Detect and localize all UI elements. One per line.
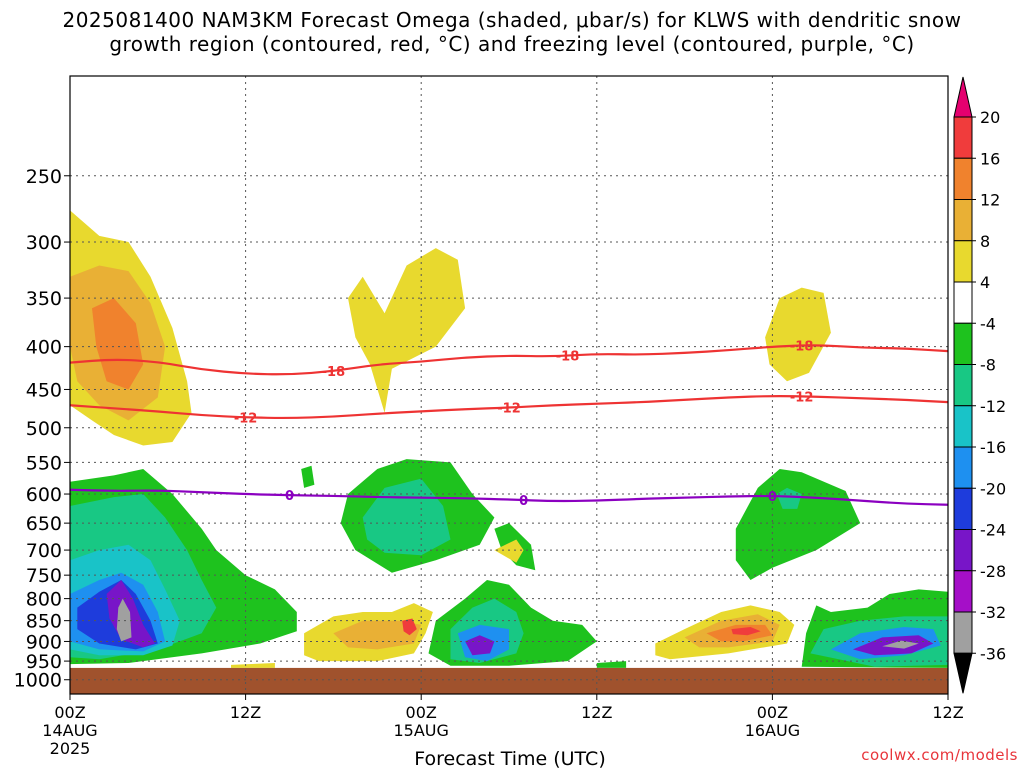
y-tick-label-850: 850 [26,611,62,633]
y-tick-label-300: 300 [26,232,62,254]
x-tick-label-0: 00Z [54,703,85,722]
colorbar-label-12: -32 [980,603,1006,622]
y-tick-label-600: 600 [26,484,62,506]
omega-region-25 [402,618,417,636]
x-tick-label-1: 12Z [230,703,261,722]
omega-region-12 [116,598,132,642]
y-tick-label-350: 350 [26,288,62,310]
x-tick-label-2: 00Z [406,703,437,722]
colorbar-label-8: -16 [980,438,1006,457]
y-tick-label-700: 700 [26,540,62,562]
y-tick-label-450: 450 [26,379,62,401]
colorbar-label-1: 16 [980,149,1000,168]
colorbar-label-11: -28 [980,562,1006,581]
x-tick-label-3: 12Z [581,703,612,722]
y-tick-label-1000: 1000 [14,670,62,692]
colorbar-label-6: -8 [980,356,996,375]
x-tick-year-0: 2025 [50,739,91,758]
colorbar-label-5: -4 [980,314,996,333]
y-tick-label-550: 550 [26,452,62,474]
contour-label-1-2: -12 [790,390,814,405]
colorbar-band-12 [953,611,973,654]
x-tick-date-4: 16AUG [745,721,800,740]
omega-region-22 [465,635,495,656]
contour-label-2-0: 0 [285,489,294,504]
x-tick-label-5: 12Z [932,703,963,722]
y-tick-label-650: 650 [26,513,62,535]
y-tick-labels: 2503003504004505005506006507007508008509… [14,166,70,692]
colorbar-label-10: -24 [980,521,1006,540]
contour-label-2-2: 0 [768,490,777,505]
colorbar-band-4 [953,281,973,324]
y-tick-label-400: 400 [26,337,62,359]
x-axis-label: Forecast Time (UTC) [414,748,605,768]
colorbar-label-4: 4 [980,273,990,292]
omega-region-30 [731,627,761,636]
colorbar-band-9 [953,487,973,530]
credit-text: coolwx.com/models [861,746,1018,764]
omega-region-37 [596,661,627,668]
omega-region-26 [494,539,524,563]
colorbar-band-5 [953,322,973,365]
omega-region-4 [765,287,831,382]
omega-region-2 [92,298,144,390]
omega-shading [70,210,948,668]
omega-region-16 [301,465,315,488]
chart-title: 2025081400 NAM3KM Forecast Omega (shaded… [62,8,962,32]
contour-lines: -18 -18 -18 -12 -12 -12 0 0 0 [69,339,949,509]
colorbar-label-13: -36 [980,644,1006,663]
contour-line-1 [69,395,949,420]
contour-line-2 [69,488,949,506]
colorbar-label-0: 20 [980,108,1000,127]
colorbar-band-1 [953,157,973,200]
ground-surface [70,667,948,694]
omega-region-18 [776,487,802,509]
omega-region-36 [231,663,275,668]
colorbar-band-7 [953,405,973,448]
x-tick-date-2: 15AUG [393,721,448,740]
omega-region-24 [333,620,422,650]
colorbar-label-2: 12 [980,191,1000,210]
colorbar-band-0 [953,116,973,159]
contour-label-0-1: -18 [556,350,580,365]
y-tick-label-500: 500 [26,418,62,440]
contour-label-1-1: -12 [497,402,521,417]
y-tick-label-250: 250 [26,166,62,188]
x-tick-date-0: 14AUG [42,721,97,740]
colorbar-band-6 [953,364,973,407]
colorbar-band-11 [953,570,973,613]
colorbar-bottom-arrow [953,652,973,694]
colorbar-band-2 [953,199,973,242]
contour-label-0-2: -18 [790,339,814,354]
contour-label-1-0: -12 [234,411,258,426]
y-tick-label-800: 800 [26,589,62,611]
chart-subtitle: growth region (contoured, red, °C) and f… [109,32,915,56]
contour-label-2-1: 0 [519,494,528,509]
colorbar-label-7: -12 [980,397,1006,416]
y-tick-label-950: 950 [26,651,62,673]
omega-region-3 [348,248,466,413]
colorbar-top-arrow [953,76,973,118]
x-tick-label-4: 00Z [757,703,788,722]
omega-region-35 [882,640,919,649]
y-tick-label-900: 900 [26,631,62,653]
colorbar-label-3: 8 [980,232,990,251]
colorbar-band-8 [953,446,973,489]
omega-region-17 [735,469,861,580]
y-tick-label-750: 750 [26,565,62,587]
colorbar-band-10 [953,529,973,572]
axes [69,75,949,695]
contour-line-0 [69,344,949,376]
grid-lines [70,76,948,694]
colorbar-band-3 [953,240,973,283]
contour-label-0-0: -18 [322,365,346,380]
colorbar: 20 16 12 8 4 -4 -8 -12 -16 -20 -24 -28 -32 -36 [953,76,1006,694]
colorbar-label-9: -20 [980,479,1006,498]
